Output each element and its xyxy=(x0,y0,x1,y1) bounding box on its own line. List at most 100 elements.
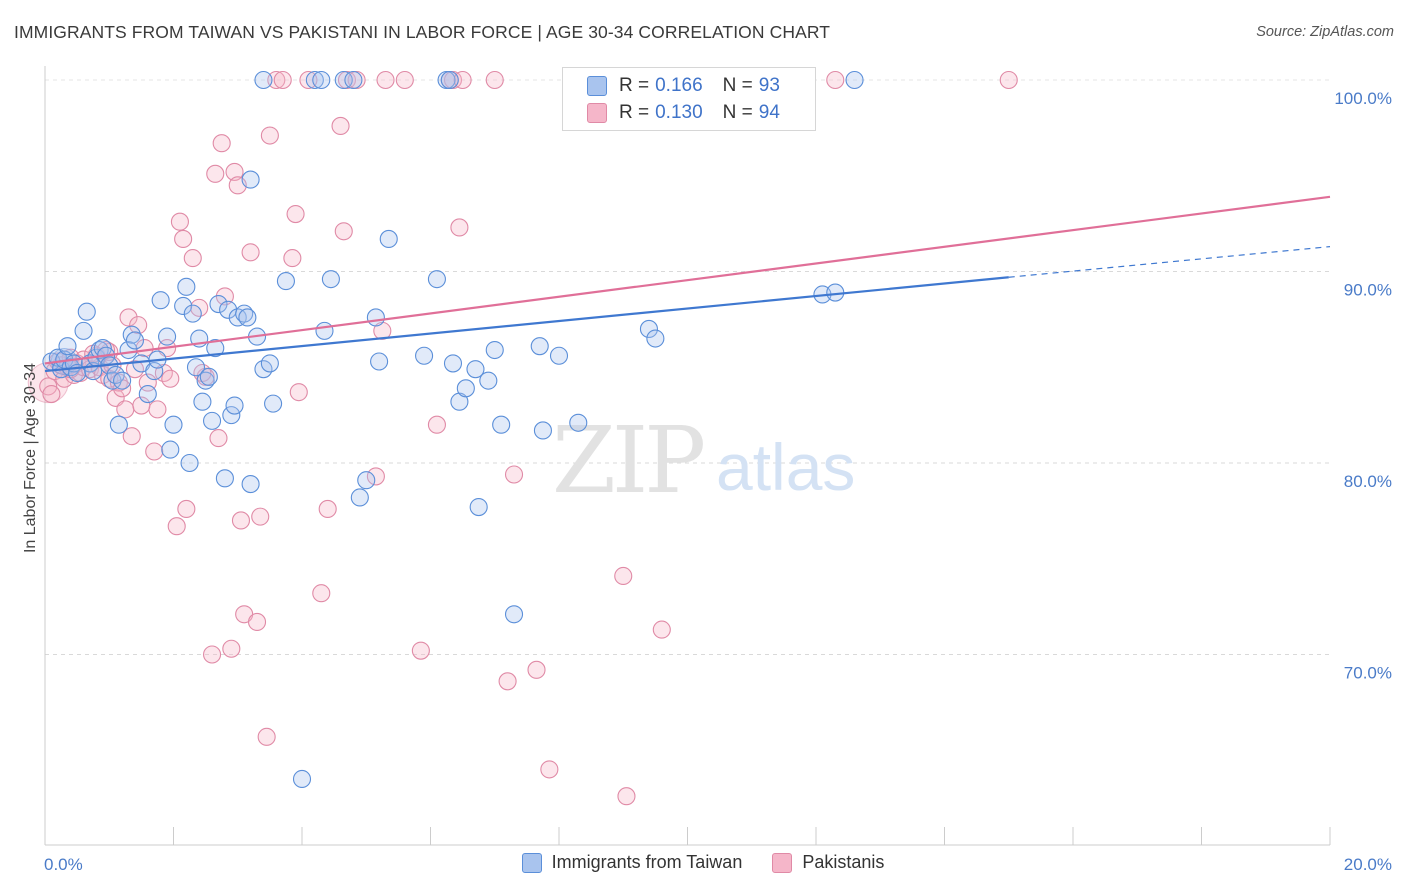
taiwan-point xyxy=(350,488,369,507)
pakistanis-point xyxy=(617,787,636,806)
pakistanis-point xyxy=(273,70,292,90)
taiwan-point xyxy=(260,354,279,373)
taiwan-point xyxy=(74,321,93,340)
legend-n-value: 93 xyxy=(758,75,780,96)
pakistanis-point xyxy=(116,400,135,419)
pakistanis-point xyxy=(209,429,228,448)
legend-row-taiwan: R = 0.166 N = 93 xyxy=(587,74,780,98)
pakistanis-point xyxy=(395,70,414,90)
taiwan-point xyxy=(125,331,144,350)
taiwan-point xyxy=(485,340,504,360)
taiwan-point xyxy=(469,497,488,517)
pakistanis-point xyxy=(826,70,845,90)
correlation-legend: R = 0.166 N = 93 R = 0.130 N = 94 xyxy=(562,67,816,131)
pakistanis-point xyxy=(170,212,189,231)
pakistanis-point xyxy=(122,427,141,446)
pakistanis-point xyxy=(119,308,138,327)
taiwan-point xyxy=(292,769,312,789)
legend-swatch-pink xyxy=(772,852,793,873)
legend-item-pakistanis[interactable]: Pakistanis xyxy=(772,852,884,873)
taiwan-point xyxy=(504,605,524,624)
pakistanis-point xyxy=(318,499,337,519)
watermark: ZIP atlas xyxy=(552,407,855,514)
taiwan-point xyxy=(415,346,434,365)
legend-label-taiwan: Immigrants from Taiwan xyxy=(551,852,743,872)
taiwan-point xyxy=(58,337,77,356)
y-tick-label: 70.0% xyxy=(1344,664,1392,683)
pakistanis-point xyxy=(366,467,385,486)
taiwan-point xyxy=(122,325,141,344)
pakistanis-point xyxy=(167,517,186,536)
pakistanis-point xyxy=(135,339,154,358)
taiwan-point xyxy=(164,415,183,434)
taiwan-point xyxy=(334,70,353,90)
taiwan-point xyxy=(225,396,244,415)
pakistanis-point xyxy=(427,415,446,434)
pakistanis-point xyxy=(614,566,633,586)
taiwan-point xyxy=(183,304,202,323)
taiwan-point xyxy=(203,411,222,430)
taiwan-point xyxy=(215,469,234,488)
legend-swatch-blue xyxy=(587,76,607,96)
source-label: Source: ZipAtlas.com xyxy=(1256,24,1394,40)
series-legend: Immigrants from Taiwan Pakistanis xyxy=(0,852,1406,873)
pakistanis-point xyxy=(215,287,234,306)
taiwan-point xyxy=(533,421,552,440)
taiwan-point xyxy=(357,471,376,490)
chart-title: IMMIGRANTS FROM TAIWAN VS PAKISTANI IN L… xyxy=(14,22,831,42)
legend-n-value: 94 xyxy=(758,102,780,123)
legend-r-label: R = xyxy=(619,75,650,96)
taiwan-point xyxy=(145,362,164,381)
taiwan-point xyxy=(569,413,588,432)
pakistanis-point xyxy=(161,369,180,388)
taiwan-point xyxy=(199,367,218,386)
watermark-zip: ZIP xyxy=(552,407,703,514)
legend-swatch-blue xyxy=(521,852,542,873)
taiwan-point xyxy=(103,371,122,390)
pakistanis-point xyxy=(498,672,517,691)
pakistanis-point xyxy=(267,70,286,90)
pakistanis-point xyxy=(453,70,472,90)
taiwan-point xyxy=(254,70,273,90)
pakistanis-point xyxy=(485,70,504,90)
legend-item-taiwan[interactable]: Immigrants from Taiwan xyxy=(521,852,743,873)
pakistanis-point xyxy=(129,316,148,335)
taiwan-point xyxy=(241,475,260,494)
taiwan-point xyxy=(344,70,363,90)
taiwan-point xyxy=(370,352,389,371)
taiwan-point xyxy=(456,379,475,398)
pakistanis-point xyxy=(241,243,260,262)
pakistanis-point xyxy=(174,229,193,248)
pakistanis-point xyxy=(504,465,524,484)
x-tick-label: 20.0% xyxy=(1344,855,1392,874)
legend-n-label: N = xyxy=(722,102,753,123)
y-tick-label: 90.0% xyxy=(1344,281,1392,300)
taiwan-point xyxy=(312,70,331,90)
pakistanis-point xyxy=(225,162,244,181)
pakistanis-point xyxy=(148,400,167,419)
taiwan-point xyxy=(241,170,260,189)
taiwan-point xyxy=(151,291,170,310)
taiwan-point xyxy=(193,392,212,411)
pakistanis-point xyxy=(206,164,225,183)
taiwan-trend-extension xyxy=(1008,246,1331,278)
taiwan-point xyxy=(305,70,324,90)
pakistanis-point xyxy=(145,442,164,461)
pakistanis-point xyxy=(132,396,151,415)
taiwan-point xyxy=(366,308,385,327)
pakistanis-point xyxy=(247,612,267,631)
pakistanis-point xyxy=(42,385,61,404)
taiwan-point xyxy=(158,327,177,346)
pakistanis-point xyxy=(203,645,222,664)
taiwan-point xyxy=(177,277,196,296)
taiwan-point xyxy=(315,321,334,340)
legend-swatch-pink xyxy=(587,103,607,123)
taiwan-point xyxy=(379,229,398,248)
taiwan-point xyxy=(174,296,193,316)
y-tick-label: 80.0% xyxy=(1344,472,1392,491)
taiwan-point xyxy=(492,415,511,434)
tick-labels: 70.0% 80.0% 90.0% 100.0% 0.0% 20.0% xyxy=(44,89,1392,874)
pakistanis-point xyxy=(299,70,318,90)
pakistanis-point xyxy=(283,249,302,268)
taiwan-point xyxy=(530,337,549,356)
